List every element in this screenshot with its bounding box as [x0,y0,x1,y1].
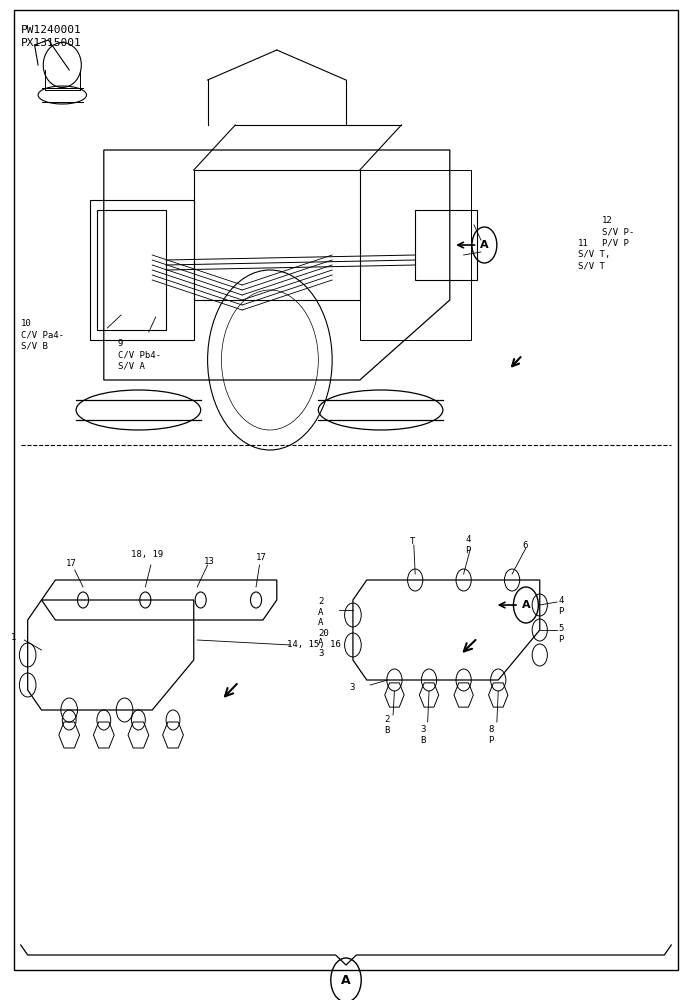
Text: A
3: A 3 [318,638,324,658]
Text: 8
P: 8 P [489,725,494,745]
Text: 4
P: 4 P [558,596,564,616]
Text: 3: 3 [349,684,355,692]
Text: 4
P: 4 P [465,535,471,555]
Text: 18, 19: 18, 19 [131,550,164,560]
Text: 13: 13 [204,558,215,566]
Bar [97,210,166,330]
Text: A: A [341,974,351,986]
Text: A: A [522,600,530,610]
Text: 10
C/V Pa4-
S/V B: 10 C/V Pa4- S/V B [21,319,64,351]
Text: A: A [480,240,489,250]
Text: PW1240001: PW1240001 [21,25,82,35]
Text: 12
S/V P-
P/V P: 12 S/V P- P/V P [602,216,635,248]
Text: 2
A: 2 A [318,597,324,617]
Text: 5
P: 5 P [558,624,564,644]
Text: 11
S/V T,
S/V T: 11 S/V T, S/V T [578,239,610,271]
Text: T: T [410,538,415,546]
Text: PX1315001: PX1315001 [21,38,82,48]
Text: 3
B: 3 B [420,725,426,745]
Text: 14, 15, 16: 14, 15, 16 [287,641,341,650]
Bar [415,210,477,280]
Text: 6: 6 [522,540,528,550]
Text: 2
B: 2 B [384,715,390,735]
Text: 17: 17 [256,552,267,562]
Text: 9
C/V Pb4-
S/V A: 9 C/V Pb4- S/V A [118,339,161,371]
Text: A
20: A 20 [318,618,329,638]
Text: 1: 1 [10,634,16,643]
Text: 17: 17 [66,558,77,568]
